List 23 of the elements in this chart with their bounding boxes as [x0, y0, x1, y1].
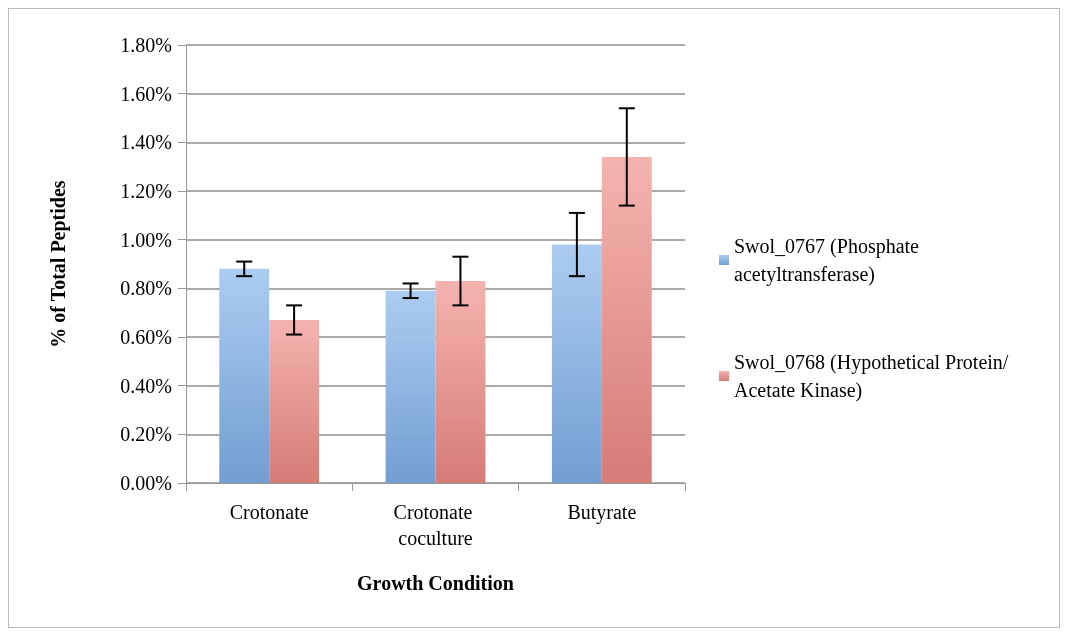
x-axis-title: Growth Condition	[357, 572, 514, 594]
y-tick-label: 1.20%	[120, 180, 172, 202]
x-tick-label: Butyrate	[567, 501, 637, 524]
bar	[269, 319, 320, 483]
y-tick-label: 1.40%	[120, 131, 172, 154]
y-tick-label: 1.60%	[120, 82, 172, 105]
bar	[219, 268, 270, 483]
legend-label: Swol_0768 (Hypothetical Protein/Acetate Kinase)	[734, 351, 1009, 402]
x-tick-label: Crotonate coculture	[393, 501, 478, 549]
y-tick-label: 0.80%	[120, 277, 172, 300]
y-tick-label: 1.80%	[120, 34, 172, 56]
y-tick-label: 1.00%	[120, 228, 172, 251]
y-tick-label: 0.20%	[120, 423, 172, 446]
y-tick-label: 0.60%	[120, 326, 172, 348]
legend-label: Swol_0767 (Phosphate acetyltransferase)	[734, 235, 924, 286]
y-axis-title: % of Total Peptides	[47, 180, 70, 348]
y-tick-label: 0.40%	[120, 374, 172, 397]
bar	[551, 244, 602, 483]
bar	[385, 290, 436, 483]
bar	[601, 156, 652, 483]
y-tick-label: 0.00%	[120, 472, 172, 494]
x-tick-label: Crotonate	[229, 501, 309, 523]
bar	[435, 281, 486, 483]
